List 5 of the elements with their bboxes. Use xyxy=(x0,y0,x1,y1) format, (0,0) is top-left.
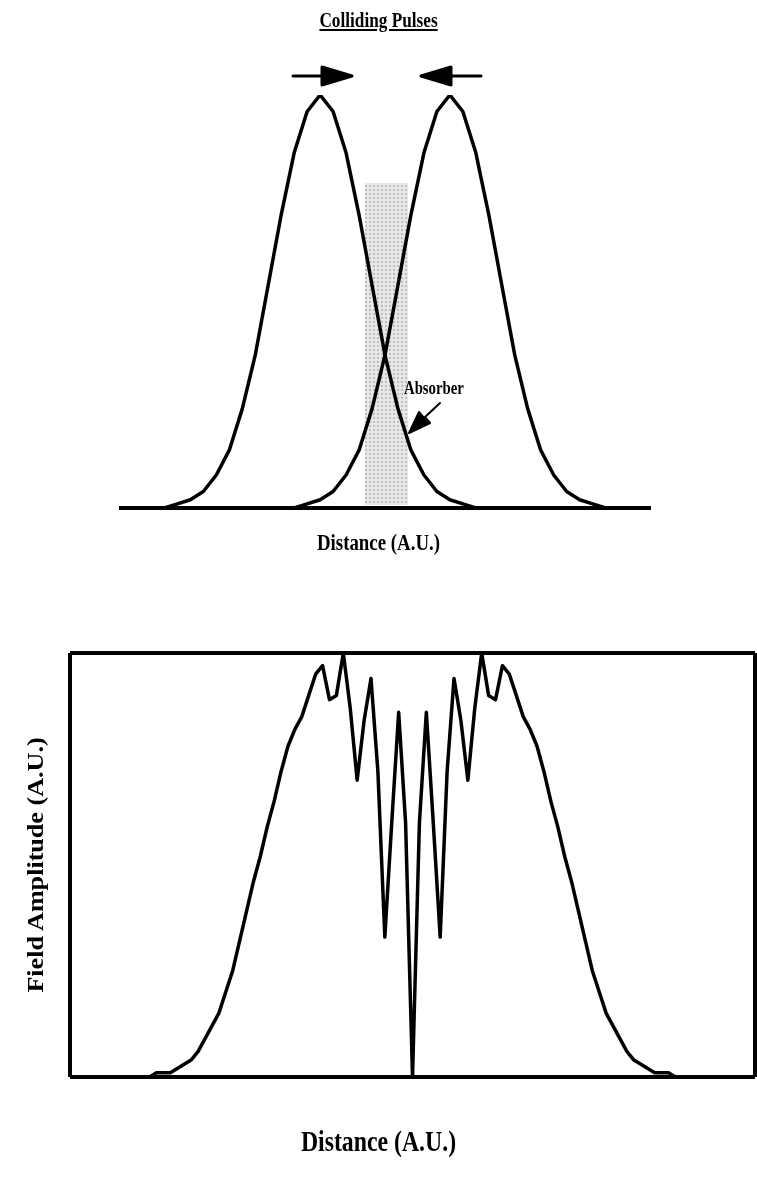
annotation: Absorber xyxy=(404,378,464,399)
x-axis-title: Distance (A.U.) xyxy=(315,530,442,556)
y-axis-title: Field Amplitude (A.U.) xyxy=(21,737,49,993)
chart-title: Colliding Pulses xyxy=(318,8,439,33)
x-axis-title: Distance (A.U.) xyxy=(299,1125,458,1158)
